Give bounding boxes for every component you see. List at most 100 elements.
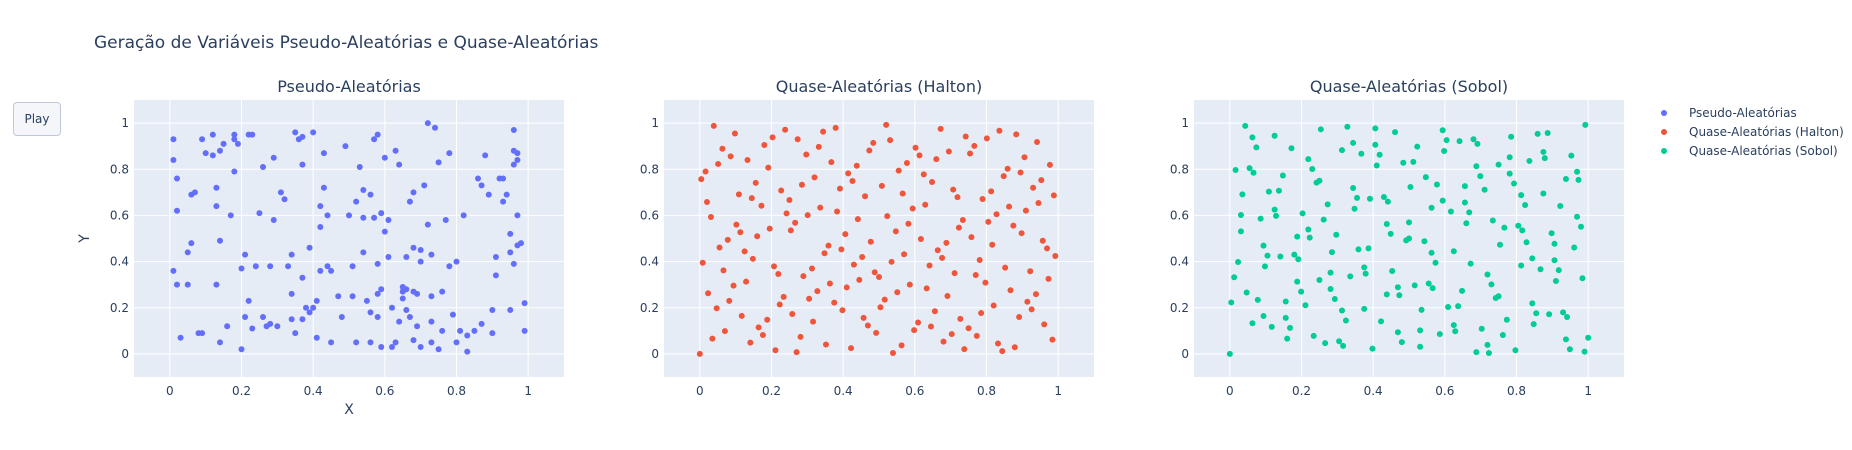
data-point: [414, 290, 421, 297]
data-point: [720, 267, 727, 274]
data-point: [1050, 192, 1057, 199]
play-button[interactable]: Play: [13, 102, 61, 136]
x-tick-label: 0.4: [834, 384, 853, 398]
data-point: [1249, 320, 1256, 327]
data-point: [972, 271, 979, 278]
plot-background: [664, 100, 1094, 377]
data-point: [836, 185, 843, 192]
data-point: [737, 229, 744, 236]
data-point: [1358, 150, 1365, 157]
data-point: [911, 327, 918, 334]
data-point: [944, 292, 951, 299]
data-point: [962, 133, 969, 140]
data-point: [492, 272, 499, 279]
data-point: [806, 295, 813, 302]
legend-marker: [1661, 110, 1667, 116]
data-point: [281, 196, 288, 203]
data-point: [1411, 282, 1418, 289]
data-point: [231, 168, 238, 175]
data-point: [1461, 199, 1468, 206]
data-point: [906, 281, 913, 288]
data-point: [825, 242, 832, 249]
data-point: [503, 191, 510, 198]
data-point: [866, 147, 873, 154]
data-point: [1461, 183, 1468, 190]
data-point: [346, 212, 352, 219]
data-point: [1485, 349, 1492, 356]
data-point: [915, 319, 922, 326]
data-point: [457, 327, 464, 334]
data-point: [1295, 256, 1302, 263]
data-point: [870, 139, 877, 146]
data-point: [1354, 194, 1361, 201]
data-point: [876, 274, 882, 281]
data-point: [320, 150, 327, 157]
data-point: [934, 247, 941, 254]
data-point: [460, 212, 467, 219]
data-point: [353, 339, 360, 346]
data-point: [1239, 191, 1246, 198]
data-point: [414, 323, 421, 330]
data-point: [1298, 288, 1305, 295]
data-point: [769, 134, 776, 141]
data-point: [389, 304, 395, 311]
data-point: [815, 143, 822, 150]
data-point: [371, 136, 378, 143]
data-point: [1338, 307, 1345, 314]
data-point: [1555, 267, 1562, 274]
data-point: [789, 310, 796, 317]
y-tick-label: 0.2: [110, 301, 129, 315]
y-tick-label: 0: [651, 347, 659, 361]
data-point: [1355, 246, 1362, 253]
data-point: [945, 148, 952, 155]
data-point: [1523, 239, 1530, 246]
legend-label[interactable]: Quase-Aleatórias (Halton): [1689, 125, 1844, 139]
legend-label[interactable]: Pseudo-Aleatórias: [1689, 106, 1797, 120]
data-point: [1249, 134, 1256, 141]
data-point: [704, 199, 710, 206]
data-point: [1302, 302, 1309, 309]
data-point: [965, 325, 972, 332]
data-point: [1384, 198, 1391, 205]
data-point: [1508, 133, 1515, 140]
data-point: [349, 263, 356, 270]
data-point: [1279, 172, 1286, 179]
data-point: [798, 181, 805, 188]
data-point: [899, 190, 906, 197]
data-point: [213, 184, 220, 191]
x-tick-label: 0.6: [375, 384, 394, 398]
data-point: [943, 239, 950, 246]
data-point: [292, 129, 299, 136]
data-point: [867, 238, 874, 245]
data-point: [1282, 314, 1289, 321]
data-point: [822, 341, 829, 348]
data-point: [299, 133, 306, 140]
data-point: [1004, 165, 1011, 172]
data-point: [849, 178, 856, 185]
data-point: [698, 176, 705, 183]
data-point: [1540, 190, 1547, 197]
data-point: [1007, 287, 1014, 294]
data-point: [1052, 253, 1059, 260]
data-point: [951, 270, 958, 277]
data-point: [1309, 166, 1316, 173]
data-point: [234, 140, 241, 147]
data-point: [903, 160, 910, 167]
data-point: [803, 151, 810, 158]
data-point: [378, 286, 385, 293]
data-point: [920, 171, 927, 178]
data-point: [202, 150, 209, 157]
data-point: [959, 217, 966, 224]
legend-label[interactable]: Quase-Aleatórias (Sobol): [1689, 144, 1838, 158]
data-point: [1006, 203, 1013, 210]
data-point: [378, 343, 385, 350]
data-point: [752, 179, 759, 186]
data-point: [898, 342, 905, 349]
data-point: [1429, 285, 1436, 292]
data-point: [306, 309, 313, 316]
data-point: [313, 297, 320, 304]
data-point: [843, 284, 850, 291]
data-point: [1362, 270, 1369, 277]
data-point: [1291, 251, 1298, 258]
data-point: [464, 348, 471, 355]
